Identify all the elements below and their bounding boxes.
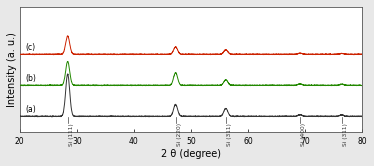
Text: (c): (c) bbox=[25, 43, 36, 52]
Text: Si (400): Si (400) bbox=[301, 123, 306, 146]
Y-axis label: Intensity (a. u.): Intensity (a. u.) bbox=[7, 32, 17, 107]
Text: Si (111): Si (111) bbox=[69, 123, 74, 146]
Text: Si (311): Si (311) bbox=[343, 123, 348, 146]
Text: Si (311): Si (311) bbox=[227, 123, 232, 146]
Text: (a): (a) bbox=[25, 105, 36, 114]
X-axis label: 2 θ (degree): 2 θ (degree) bbox=[161, 149, 221, 159]
Text: Si (220): Si (220) bbox=[177, 123, 182, 146]
Text: (b): (b) bbox=[25, 74, 36, 83]
